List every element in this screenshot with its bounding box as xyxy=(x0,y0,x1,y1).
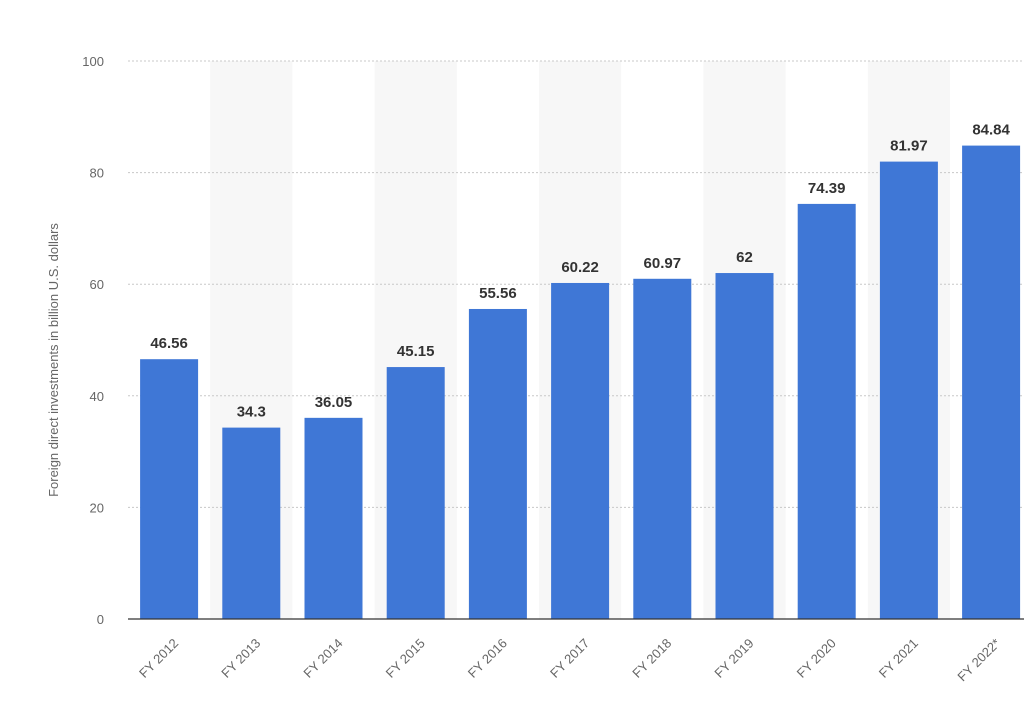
bar-value-label: 60.97 xyxy=(644,255,682,272)
bar xyxy=(879,161,938,619)
bar xyxy=(468,308,527,619)
y-tick-label: 60 xyxy=(90,277,104,292)
bar xyxy=(222,427,281,619)
x-tick-label: FY 2020 xyxy=(794,636,839,681)
x-tick-label: FY 2015 xyxy=(383,636,428,681)
x-tick-label: FY 2017 xyxy=(547,636,592,681)
bar-value-label: 36.05 xyxy=(315,394,353,411)
bar xyxy=(715,273,774,619)
y-tick-label: 0 xyxy=(97,612,104,627)
bar xyxy=(962,145,1021,619)
bar-value-label: 81.97 xyxy=(890,138,928,155)
bar xyxy=(140,359,199,619)
bar xyxy=(304,417,363,619)
y-tick-label: 40 xyxy=(90,389,104,404)
bar-value-label: 45.15 xyxy=(397,343,435,360)
y-axis-ticks: 0 20 40 60 80 100 xyxy=(82,54,104,627)
x-tick-label: FY 2022* xyxy=(954,636,1003,685)
bar-value-label: 74.39 xyxy=(808,180,846,197)
bar xyxy=(633,278,692,619)
bars xyxy=(140,145,1021,619)
x-tick-label: FY 2019 xyxy=(711,636,756,681)
bar-value-label: 55.56 xyxy=(479,285,517,302)
y-tick-label: 80 xyxy=(90,166,104,181)
x-tick-label: FY 2021 xyxy=(876,636,921,681)
y-tick-label: 100 xyxy=(82,54,104,69)
value-labels: 46.56 34.3 36.05 45.15 55.56 60.22 60.97 62 74.3… xyxy=(150,122,1010,421)
x-tick-label: FY 2013 xyxy=(218,636,263,681)
x-tick-label: FY 2018 xyxy=(629,636,674,681)
bar-value-label: 84.84 xyxy=(972,122,1010,139)
bar-value-label: 34.3 xyxy=(237,404,266,421)
x-tick-label: FY 2014 xyxy=(300,636,345,681)
bar-value-label: 62 xyxy=(736,249,753,266)
x-tick-label: FY 2012 xyxy=(136,636,181,681)
x-axis-labels: FY 2012 FY 2013 FY 2014 FY 2015 FY 2016 FY 20… xyxy=(136,636,1003,685)
x-tick-label: FY 2016 xyxy=(465,636,510,681)
bar xyxy=(551,282,610,619)
bar xyxy=(797,203,856,619)
bar-value-label: 60.22 xyxy=(561,259,599,276)
y-tick-label: 20 xyxy=(90,500,104,515)
bar xyxy=(386,367,445,619)
bar-value-label: 46.56 xyxy=(150,335,188,352)
y-axis-title: Foreign direct investments in billion U.… xyxy=(46,223,61,497)
